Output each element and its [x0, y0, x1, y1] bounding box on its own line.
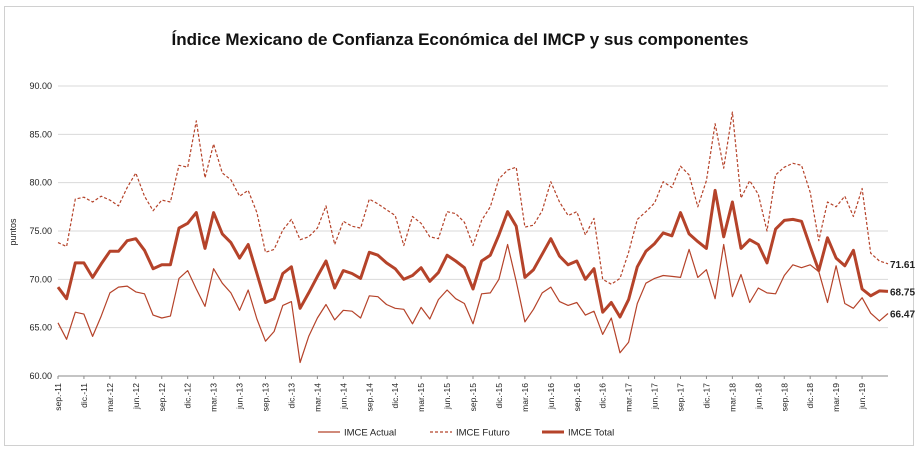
x-tick-label: mar.-13 — [209, 383, 219, 412]
x-tick-label: jun.-16 — [546, 383, 556, 410]
legend-label: IMCE Futuro — [456, 428, 510, 439]
x-tick-label: mar.-16 — [520, 383, 530, 412]
legend: IMCE Actual IMCE Futuro IMCE Total — [318, 428, 614, 439]
y-tick-label: 60.00 — [29, 371, 52, 381]
x-tick-label: sep.-15 — [468, 383, 478, 412]
end-label: 71.61 — [890, 260, 915, 271]
chart-frame — [4, 6, 914, 446]
y-tick-label: 90.00 — [29, 81, 52, 91]
end-label: 66.47 — [890, 309, 915, 320]
y-tick-label: 80.00 — [29, 178, 52, 188]
x-tick-label: sep.-13 — [261, 383, 271, 412]
series-lines — [56, 111, 889, 364]
y-tick-labels: 60.00 65.00 70.00 75.00 80.00 85.00 90.00 — [29, 81, 52, 381]
x-tick-label: mar.-15 — [416, 383, 426, 412]
x-tick-label: sep.-14 — [364, 383, 374, 412]
grid-lines — [58, 85, 888, 377]
x-tick-label: sep.-16 — [572, 383, 582, 412]
x-tick-label: mar.-17 — [624, 383, 634, 412]
series-line-imce-total — [56, 188, 889, 319]
x-tick-label: jun.-15 — [442, 383, 452, 410]
y-axis-label: puntos — [8, 218, 18, 246]
x-tick-labels: sep.-11 dic.-11 mar.-12 jun.-12 sep.-12 dic.-… — [53, 376, 867, 412]
x-tick-label: dic.-11 — [79, 383, 89, 408]
x-tick-label: sep.-18 — [779, 383, 789, 412]
series-line-imce-futuro — [57, 111, 889, 285]
x-tick-label: jun.-13 — [235, 383, 245, 410]
y-tick-label: 85.00 — [29, 129, 52, 139]
x-tick-label: dic.-18 — [805, 383, 815, 409]
x-tick-label: dic.-14 — [390, 383, 400, 409]
x-tick-label: dic.-15 — [494, 383, 504, 409]
series-line-imce-actual — [57, 243, 889, 364]
x-tick-label: jun.-12 — [131, 383, 141, 410]
end-value-labels: 66.47 71.61 68.75 — [890, 260, 915, 321]
legend-label: IMCE Actual — [344, 428, 396, 439]
x-tick-label: mar.-14 — [312, 383, 322, 412]
x-tick-label: dic.-17 — [701, 383, 711, 409]
x-tick-label: sep.-17 — [676, 383, 686, 412]
x-tick-label: sep.-11 — [53, 383, 63, 411]
x-tick-label: mar.-18 — [727, 383, 737, 412]
y-tick-label: 75.00 — [29, 226, 52, 236]
x-tick-label: sep.-12 — [157, 383, 167, 412]
x-tick-label: dic.-16 — [598, 383, 608, 409]
x-tick-label: jun.-14 — [338, 383, 348, 410]
y-tick-label: 70.00 — [29, 274, 52, 284]
x-tick-label: jun.-19 — [857, 383, 867, 410]
x-tick-label: jun.-17 — [650, 383, 660, 410]
chart-title: Índice Mexicano de Confianza Económica d… — [171, 30, 749, 49]
y-tick-label: 65.00 — [29, 323, 52, 333]
legend-label: IMCE Total — [568, 428, 614, 439]
x-tick-label: dic.-12 — [183, 383, 193, 409]
x-tick-label: mar.-19 — [831, 383, 841, 412]
x-tick-label: mar.-12 — [105, 383, 115, 412]
end-label: 68.75 — [890, 287, 915, 298]
x-tick-label: dic.-13 — [286, 383, 296, 409]
x-tick-label: jun.-18 — [753, 383, 763, 410]
